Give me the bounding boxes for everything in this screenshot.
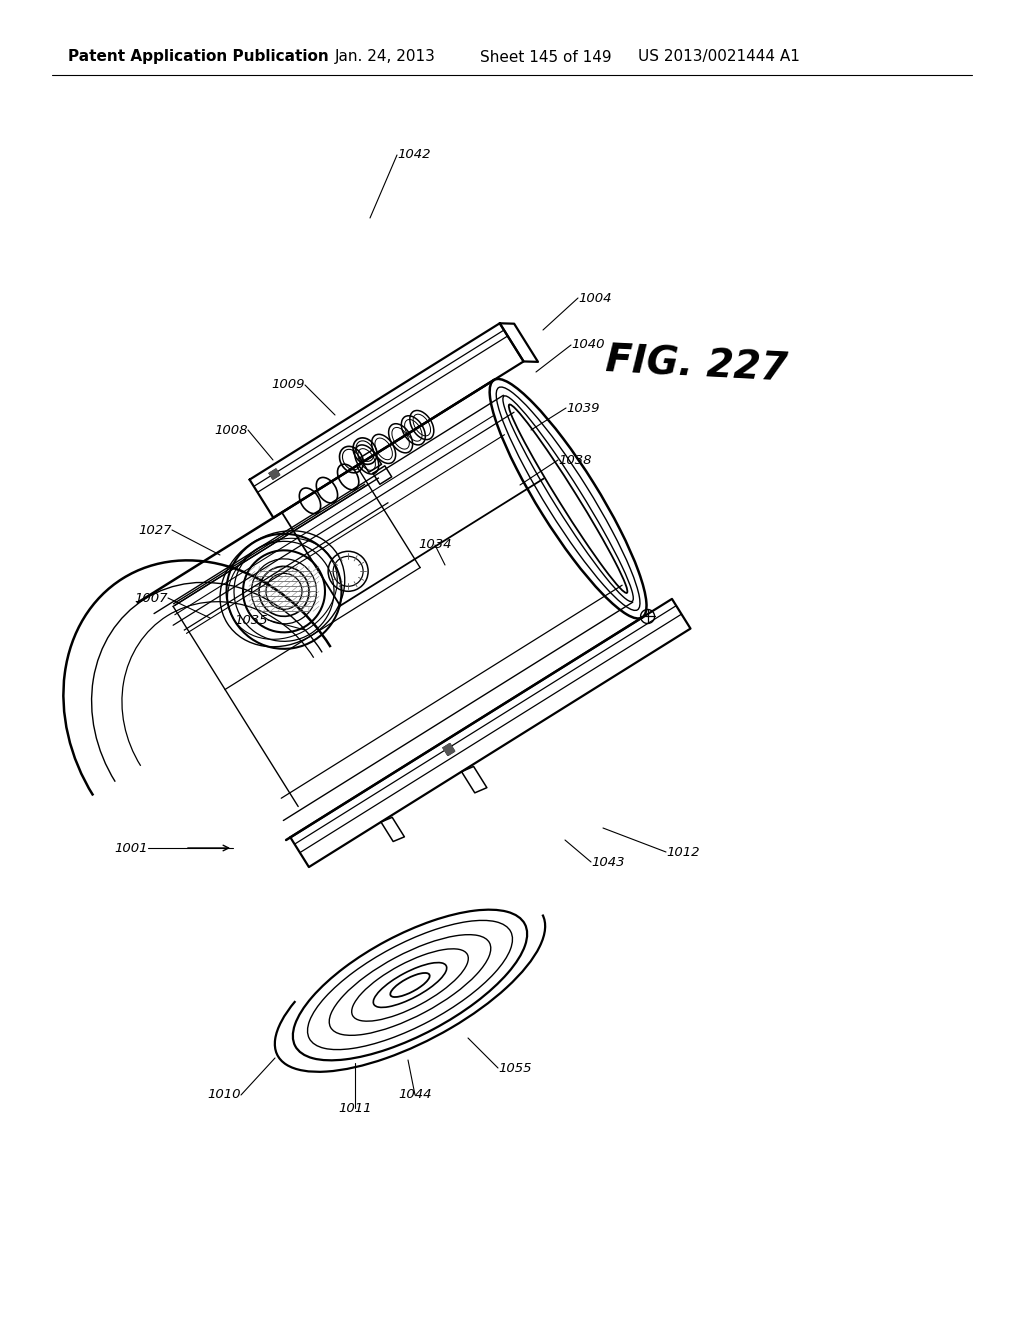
Text: 1007: 1007 bbox=[134, 591, 168, 605]
Text: 1004: 1004 bbox=[578, 292, 611, 305]
Text: 1040: 1040 bbox=[571, 338, 604, 351]
Text: 1039: 1039 bbox=[566, 401, 599, 414]
Text: 1001: 1001 bbox=[115, 842, 148, 854]
Text: 1034: 1034 bbox=[418, 539, 452, 552]
Text: 1027: 1027 bbox=[138, 524, 172, 536]
Text: 1044: 1044 bbox=[398, 1089, 432, 1101]
Text: 1043: 1043 bbox=[591, 855, 625, 869]
Text: 1010: 1010 bbox=[208, 1089, 241, 1101]
Text: FIG. 227: FIG. 227 bbox=[605, 342, 788, 388]
Text: 1042: 1042 bbox=[397, 149, 430, 161]
Text: Jan. 24, 2013: Jan. 24, 2013 bbox=[335, 49, 436, 65]
Text: 1011: 1011 bbox=[338, 1101, 372, 1114]
Text: Patent Application Publication: Patent Application Publication bbox=[68, 49, 329, 65]
Polygon shape bbox=[269, 469, 280, 479]
Text: 1009: 1009 bbox=[271, 379, 305, 392]
Text: 1008: 1008 bbox=[214, 424, 248, 437]
Text: 1012: 1012 bbox=[666, 846, 699, 858]
Text: 1055: 1055 bbox=[498, 1061, 531, 1074]
Text: 1035: 1035 bbox=[234, 614, 268, 627]
Polygon shape bbox=[443, 743, 455, 755]
Text: US 2013/0021444 A1: US 2013/0021444 A1 bbox=[638, 49, 800, 65]
Text: 1038: 1038 bbox=[558, 454, 592, 466]
Text: Sheet 145 of 149: Sheet 145 of 149 bbox=[480, 49, 611, 65]
